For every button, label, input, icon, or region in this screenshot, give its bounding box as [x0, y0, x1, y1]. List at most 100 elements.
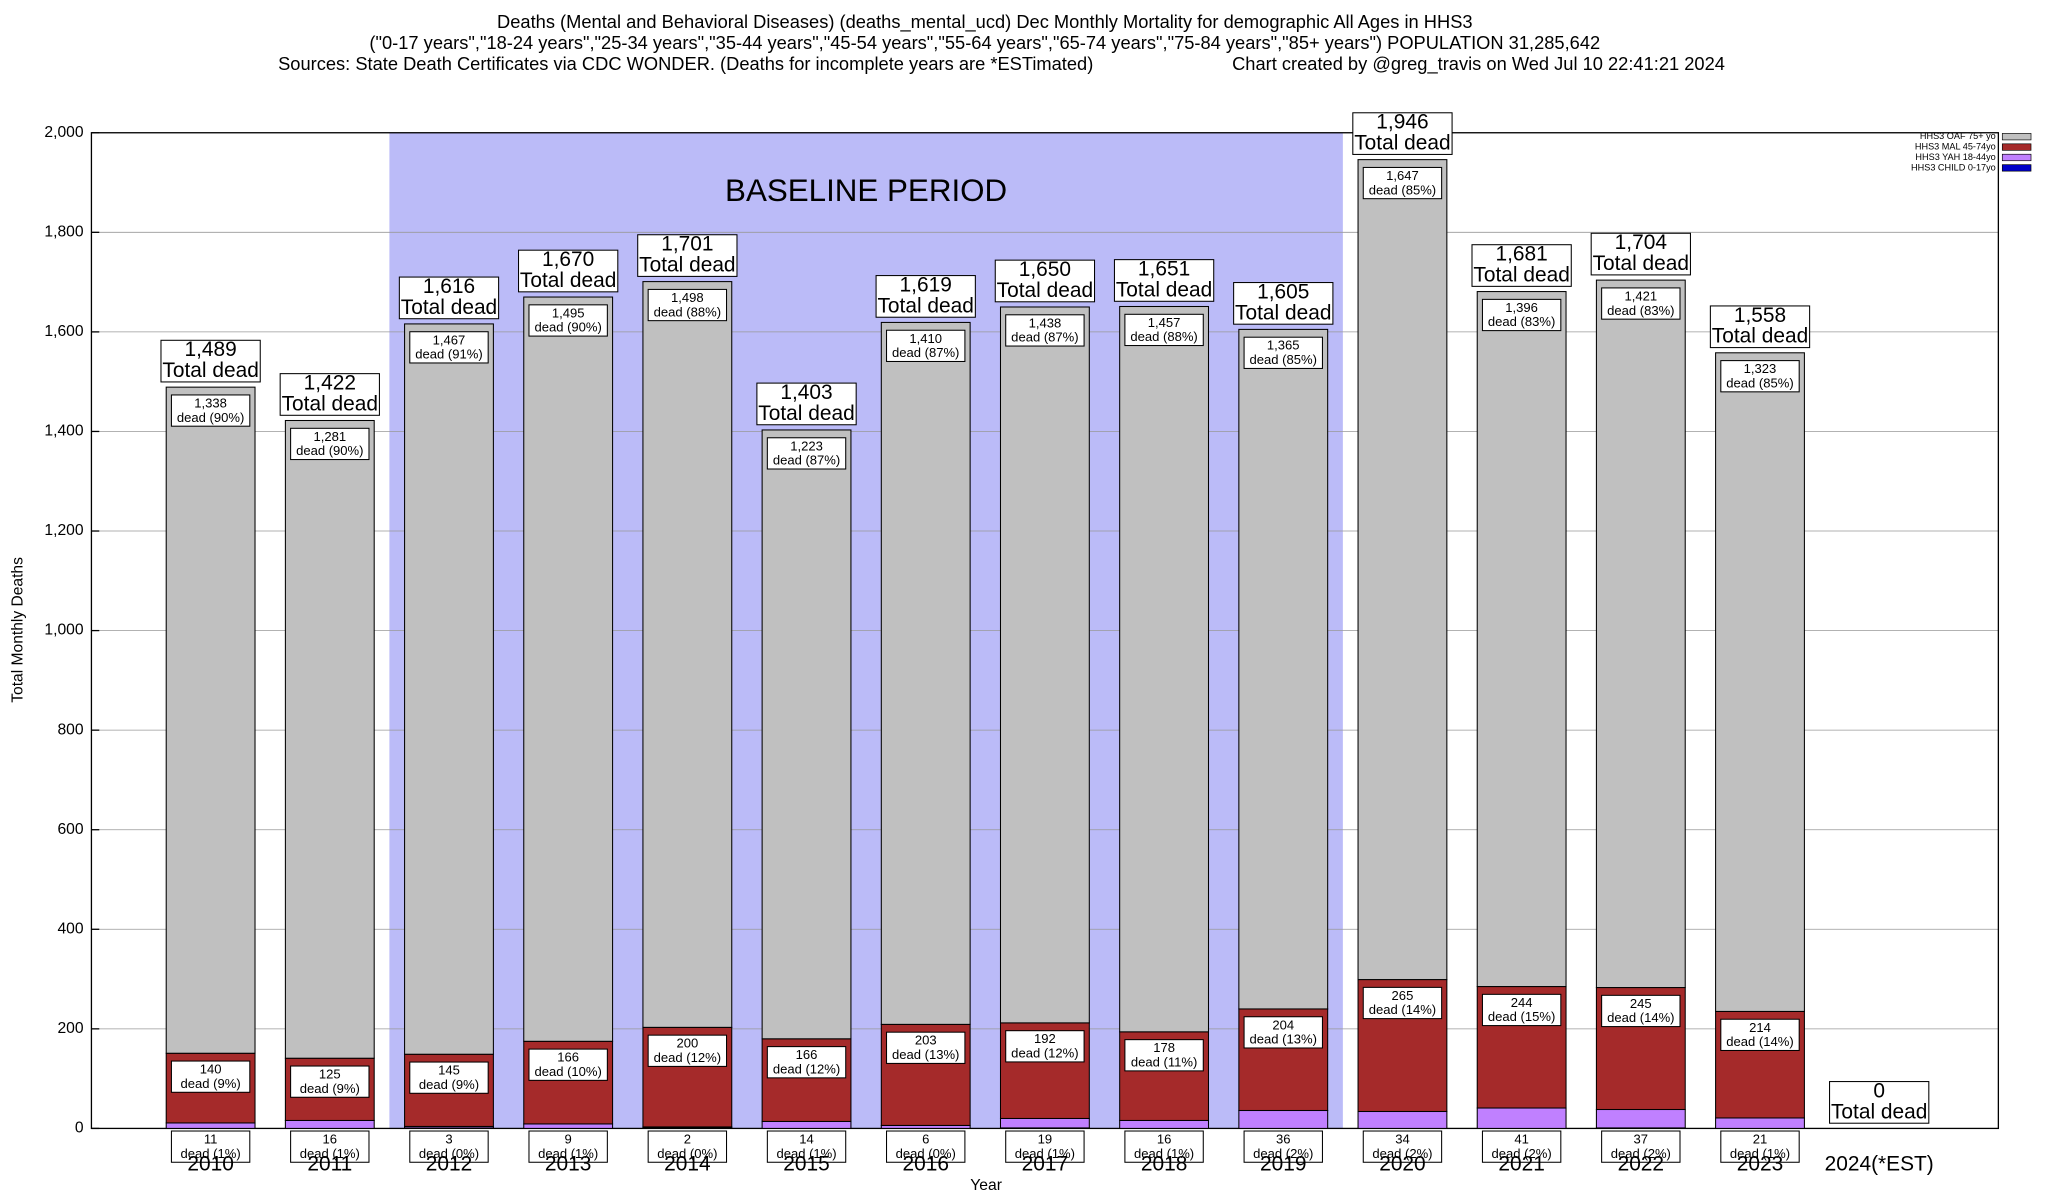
total-label: 1,650 [1019, 258, 1071, 281]
y-tick-label: 600 [57, 821, 83, 838]
value-label: 3 [445, 1132, 452, 1147]
share-label: dead (88%) [654, 304, 721, 319]
y-tick-label: 2,000 [44, 124, 83, 141]
share-label: dead (90%) [534, 320, 601, 335]
value-label: 265 [1392, 988, 1414, 1003]
value-label: 1,438 [1029, 315, 1062, 330]
value-label: 16 [323, 1132, 338, 1147]
total-caption: Total dead [997, 279, 1093, 302]
share-label: dead (1%) [538, 1146, 598, 1161]
label-box [886, 329, 966, 362]
x-tick-label: 2021 [1498, 1152, 1544, 1175]
label-box [170, 1130, 251, 1163]
total-label: 1,946 [1376, 111, 1428, 134]
y-tick-label: 0 [75, 1120, 84, 1137]
label-box [409, 1130, 489, 1163]
total-label: 0 [1873, 1080, 1885, 1103]
total-caption: Total dead [282, 392, 378, 415]
share-label: dead (12%) [1011, 1046, 1078, 1061]
label-box [409, 1061, 489, 1094]
label-box [1243, 1130, 1323, 1163]
share-label: dead (14%) [1726, 1034, 1793, 1049]
label-box [1005, 1130, 1085, 1163]
value-label: 2 [684, 1132, 691, 1147]
label-box [875, 275, 976, 318]
share-label: dead (10%) [534, 1064, 601, 1079]
share-label: dead (87%) [773, 453, 840, 468]
label-box [647, 288, 728, 322]
share-label: dead (1%) [776, 1146, 836, 1161]
x-tick-label: 2019 [1260, 1152, 1306, 1175]
total-caption: Total dead [758, 402, 854, 425]
label-box [1124, 313, 1204, 347]
label-box [409, 331, 489, 364]
total-caption: Total dead [1712, 325, 1808, 348]
share-label: dead (1%) [300, 1146, 360, 1161]
x-tick-label: 2016 [902, 1152, 948, 1175]
bar-segment [761, 1120, 852, 1129]
share-label: dead (85%) [1250, 352, 1317, 367]
total-label: 1,605 [1257, 280, 1309, 303]
bar-segment [1238, 328, 1329, 1010]
label-box [1471, 244, 1572, 287]
share-label: dead (87%) [892, 345, 959, 360]
legend-label: HHS3 MAL 45-74yo [1915, 141, 1996, 151]
total-label: 1,681 [1495, 243, 1547, 266]
bar-segment [404, 323, 494, 1055]
total-caption: Total dead [520, 269, 616, 292]
share-label: dead (11%) [1131, 1055, 1197, 1070]
label-box [279, 373, 380, 416]
label-box [756, 382, 857, 426]
value-label: 1,338 [194, 396, 227, 411]
label-box [1124, 1130, 1204, 1163]
value-label: 1,421 [1624, 288, 1657, 303]
bar-segment [1238, 1109, 1329, 1129]
share-label: dead (14%) [1369, 1002, 1436, 1017]
legend-swatch [2001, 143, 2032, 151]
share-label: dead (14%) [1607, 1010, 1674, 1025]
label-box [766, 1046, 847, 1079]
total-caption: Total dead [1473, 263, 1569, 286]
value-label: 244 [1511, 995, 1533, 1010]
y-tick-label: 200 [57, 1020, 83, 1037]
value-label: 1,467 [433, 332, 466, 347]
label-box [528, 1048, 608, 1081]
label-box [1243, 336, 1323, 369]
x-tick-label: 2022 [1618, 1152, 1664, 1175]
bar-segment [284, 1119, 375, 1129]
share-label: dead (2%) [1492, 1146, 1552, 1161]
bar-segment [1357, 1110, 1448, 1129]
share-label: dead (1%) [1134, 1146, 1194, 1161]
total-caption: Total dead [1593, 252, 1689, 275]
label-box [1601, 1130, 1681, 1163]
chart-title: Deaths (Mental and Behavioral Diseases) … [497, 11, 1473, 33]
value-label: 6 [922, 1132, 929, 1147]
total-caption: Total dead [401, 296, 497, 319]
label-box [1124, 1039, 1204, 1072]
share-label: dead (1%) [1015, 1146, 1075, 1161]
value-label: 200 [676, 1036, 698, 1051]
legend-swatch [2001, 133, 2032, 141]
total-label: 1,422 [304, 372, 356, 395]
label-box [766, 437, 847, 470]
value-label: 192 [1034, 1031, 1056, 1046]
value-label: 14 [799, 1132, 814, 1147]
value-label: 1,498 [671, 290, 704, 305]
bar-segment [165, 1122, 256, 1129]
share-label: dead (90%) [177, 410, 244, 425]
total-caption: Total dead [877, 294, 973, 317]
label-box [1829, 1081, 1930, 1124]
value-label: 9 [565, 1132, 572, 1147]
bar-segment [1357, 159, 1448, 981]
legend-label: HHS3 OAF 75+ yo [1920, 131, 1996, 141]
x-tick-label: 2014 [664, 1152, 710, 1175]
bar-segment [1595, 1108, 1686, 1129]
x-tick-label: 2015 [783, 1152, 829, 1175]
share-label: dead (13%) [1250, 1032, 1317, 1047]
value-label: 11 [204, 1132, 218, 1147]
label-box [1243, 1016, 1323, 1049]
total-caption: Total dead [1831, 1100, 1927, 1123]
label-box [1005, 1030, 1085, 1063]
y-tick-label: 800 [57, 721, 83, 738]
